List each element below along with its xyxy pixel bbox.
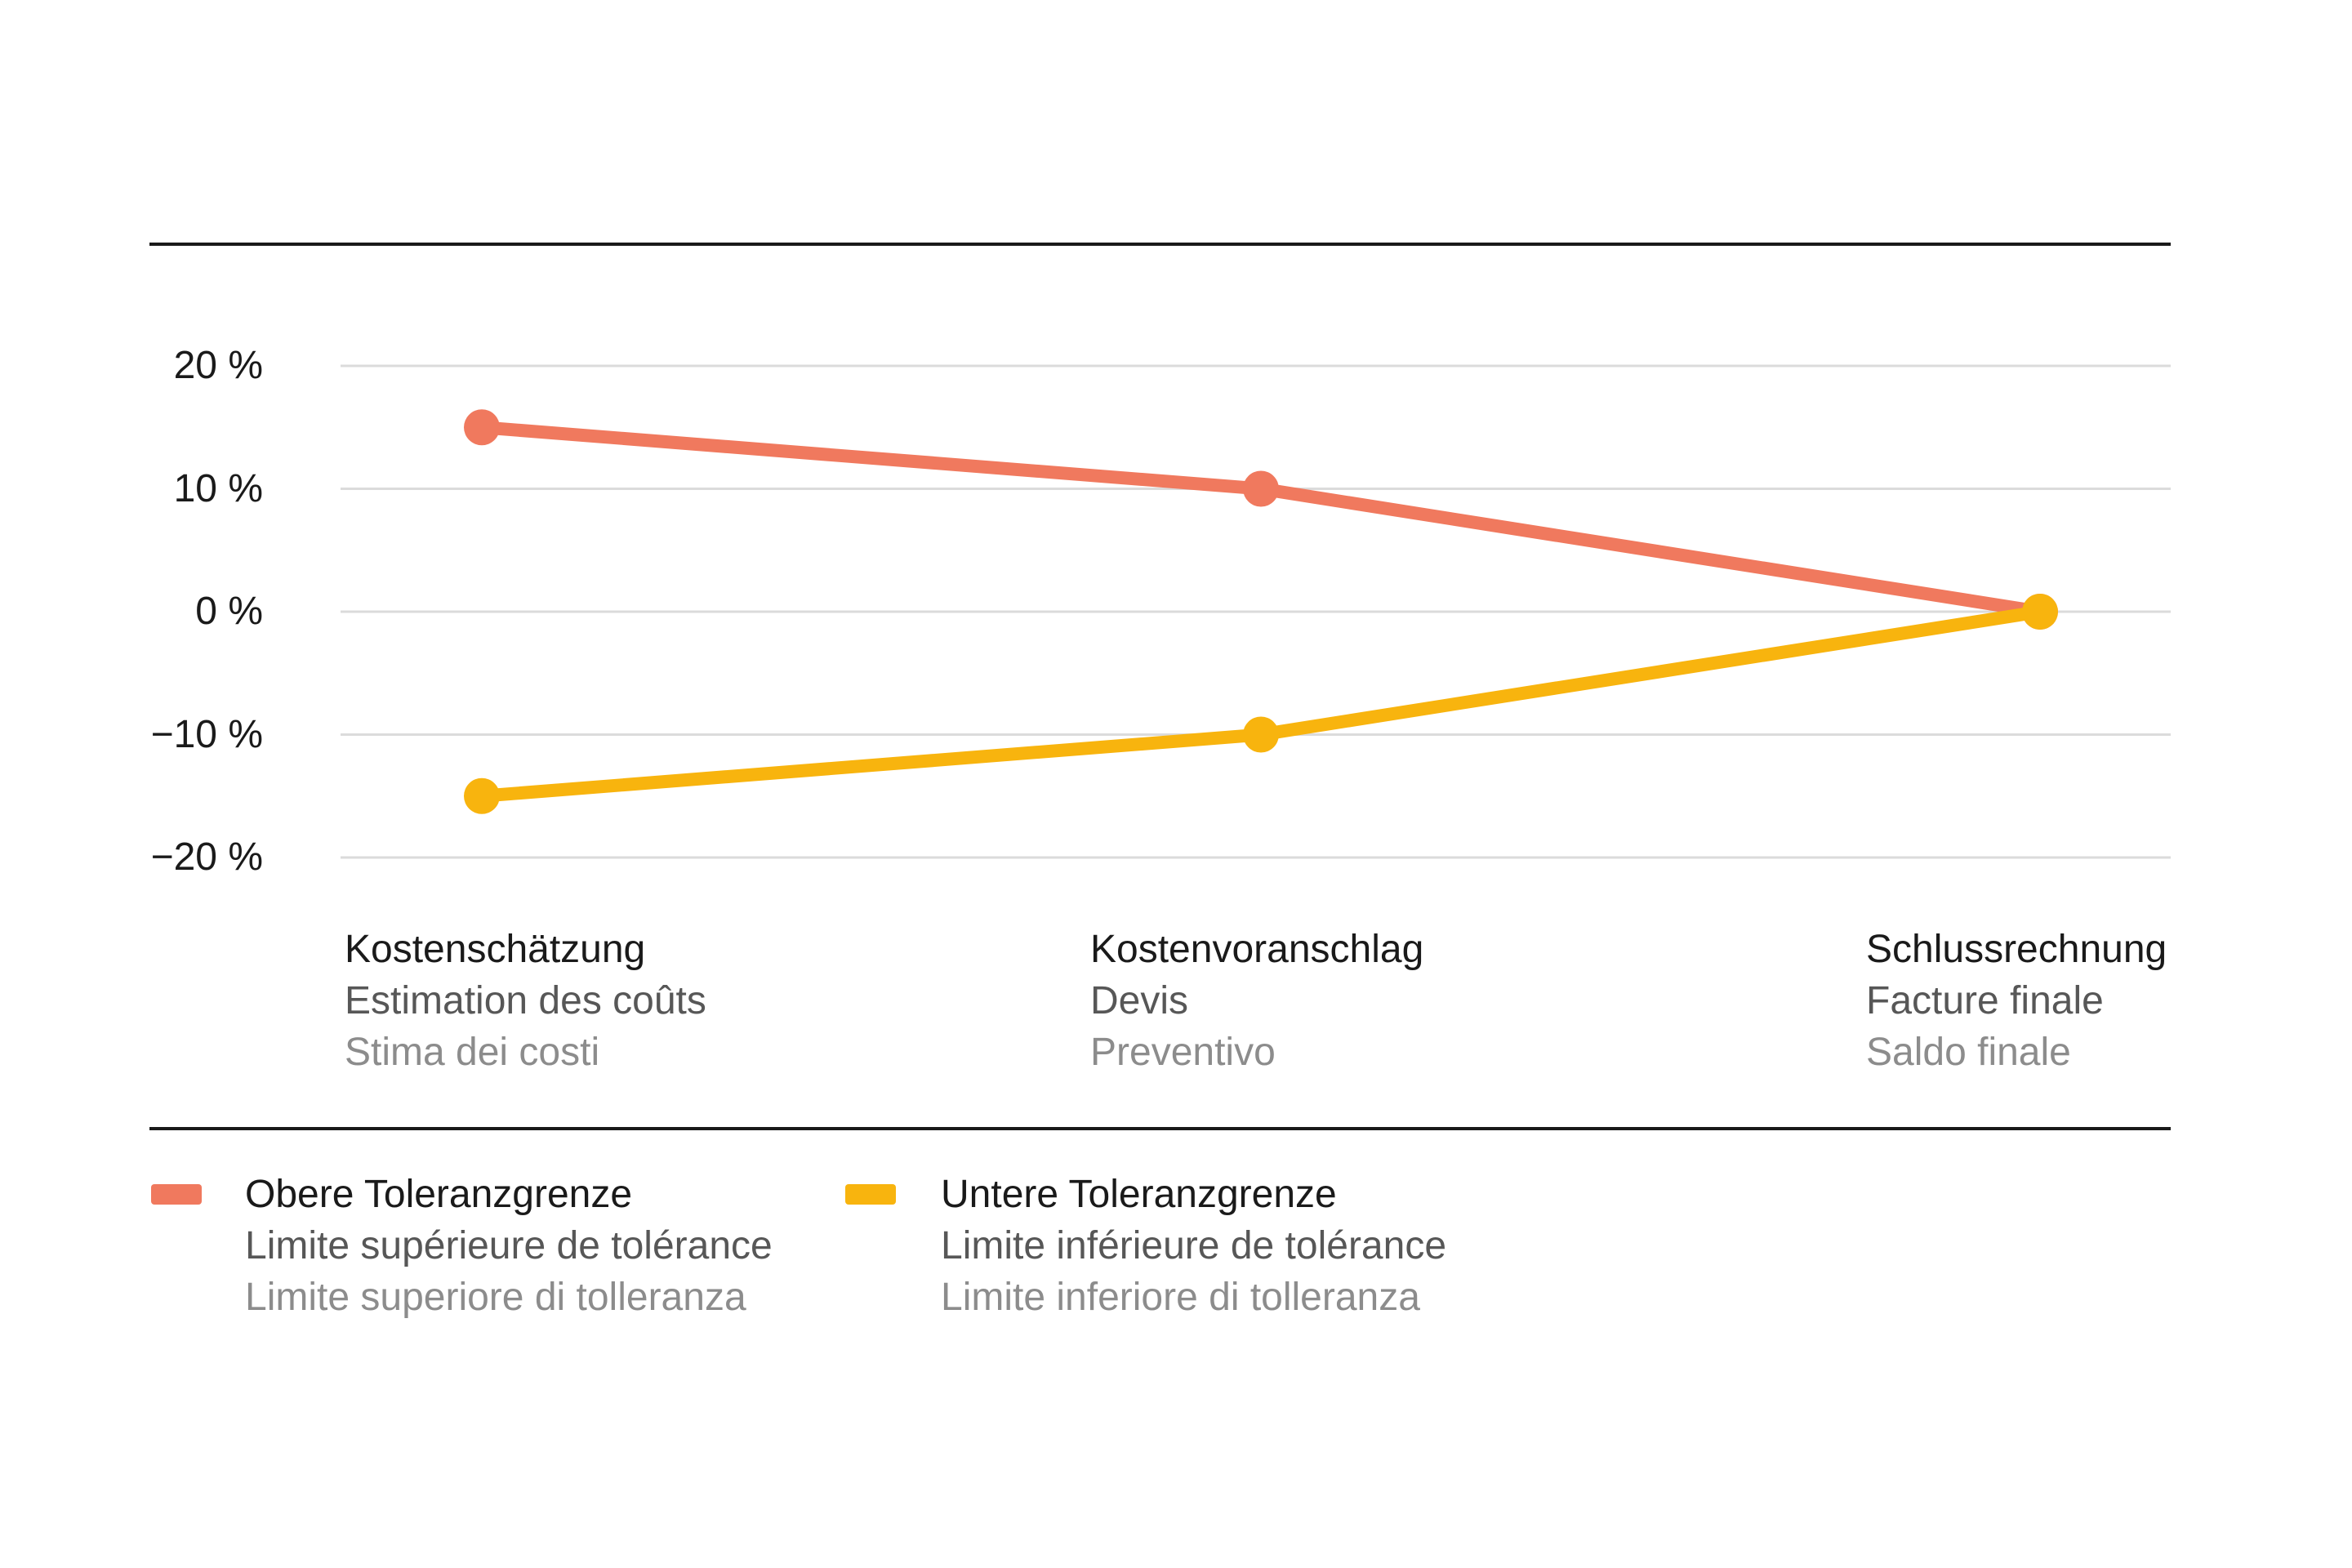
- legend-text-lower: Untere Toleranzgrenze Limite inférieure …: [941, 1169, 1446, 1323]
- legend-label-fr: Limite inférieure de tolérance: [941, 1224, 1447, 1267]
- legend-label-it: Limite superiore di tolleranza: [245, 1276, 746, 1319]
- data-point: [1243, 716, 1279, 753]
- legend-label-fr: Limite supérieure de tolérance: [245, 1224, 773, 1267]
- y-axis-tick-label: 0 %: [195, 590, 263, 633]
- series-line-0: [481, 421, 2042, 618]
- category-label-fr: Devis: [1090, 979, 1189, 1022]
- data-point: [2022, 594, 2058, 630]
- y-axis-tick-label: −10 %: [150, 712, 263, 756]
- legend-item-upper-tolerance: Obere Toleranzgrenze Limite supérieure d…: [151, 1169, 773, 1323]
- top-divider-rule: [149, 243, 2171, 246]
- x-axis-category-quote: Kostenvoranschlag Devis Preventivo: [1090, 924, 1423, 1078]
- y-axis-tick-label: −20 %: [150, 835, 263, 879]
- data-point: [464, 777, 500, 814]
- upper-tolerance-swatch: [151, 1184, 202, 1205]
- x-axis-category-cost-estimate: Kostenschätzung Estimation des coûts Sti…: [345, 924, 706, 1078]
- category-label-fr: Estimation des coûts: [345, 979, 706, 1022]
- category-label-fr: Facture finale: [1866, 979, 2104, 1022]
- legend-item-lower-tolerance: Untere Toleranzgrenze Limite inférieure …: [845, 1169, 1446, 1323]
- legend-label-de: Untere Toleranzgrenze: [941, 1173, 1337, 1216]
- category-label-it: Saldo finale: [1866, 1031, 2071, 1074]
- data-point: [1243, 470, 1279, 507]
- category-label-de: Kostenschätzung: [345, 928, 646, 971]
- lower-tolerance-swatch: [845, 1184, 896, 1205]
- series-line-1: [481, 605, 2042, 803]
- bottom-divider-rule: [149, 1127, 2171, 1130]
- legend-label-it: Limite inferiore di tolleranza: [941, 1276, 1420, 1319]
- y-axis-tick-label: 10 %: [173, 466, 263, 510]
- x-axis-category-final-invoice: Schlussrechnung Facture finale Saldo fin…: [1866, 924, 2167, 1078]
- category-label-de: Schlussrechnung: [1866, 928, 2167, 971]
- y-axis-tick-label: 20 %: [173, 344, 263, 387]
- legend-text-upper: Obere Toleranzgrenze Limite supérieure d…: [245, 1169, 773, 1323]
- category-label-de: Kostenvoranschlag: [1090, 928, 1424, 971]
- category-label-it: Stima dei costi: [345, 1031, 600, 1074]
- category-label-it: Preventivo: [1090, 1031, 1276, 1074]
- data-point: [464, 409, 500, 446]
- legend-label-de: Obere Toleranzgrenze: [245, 1173, 633, 1216]
